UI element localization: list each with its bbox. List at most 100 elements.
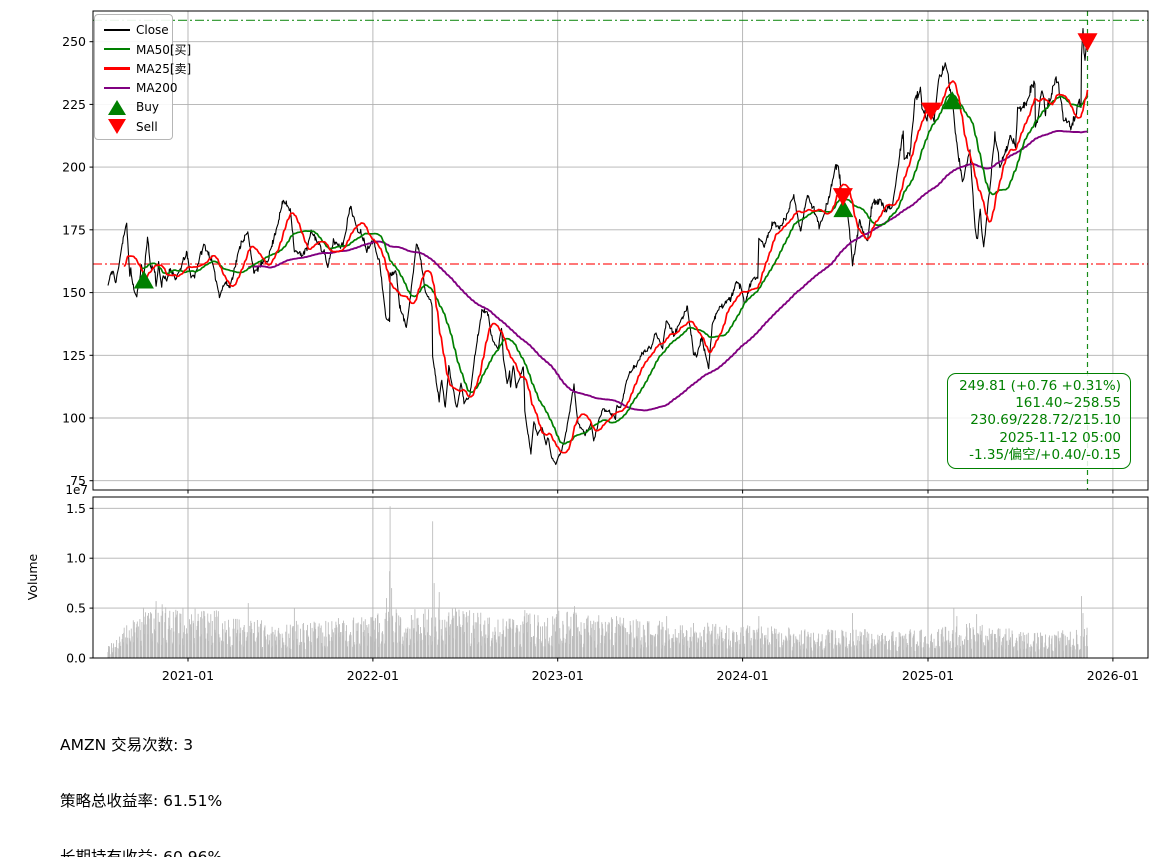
volume-bar	[655, 633, 656, 658]
volume-bar	[492, 631, 494, 658]
volume-bar	[271, 626, 273, 658]
volume-bar	[214, 629, 216, 658]
volume-offset-label: 1e7	[65, 483, 88, 497]
volume-bar	[229, 636, 231, 658]
volume-bar	[1056, 636, 1058, 658]
volume-bar	[966, 624, 967, 658]
volume-bar	[647, 622, 649, 658]
volume-bar	[488, 617, 490, 658]
volume-bar	[714, 626, 716, 658]
volume-bar	[1084, 629, 1085, 658]
volume-bar	[481, 645, 483, 658]
volume-bar	[749, 649, 751, 658]
volume-bar	[524, 610, 526, 658]
volume-bar	[244, 631, 246, 658]
volume-bar	[354, 644, 356, 658]
volume-bar	[800, 649, 802, 658]
axes-frames	[92, 10, 1149, 659]
volume-bar	[119, 641, 121, 658]
volume-bar	[955, 626, 957, 658]
volume-bar	[464, 632, 465, 658]
volume-bar	[264, 625, 266, 658]
volume-bar	[846, 646, 848, 658]
volume-bar	[343, 623, 345, 658]
volume-bar	[495, 631, 496, 658]
volume-bar	[306, 639, 308, 658]
volume-bar	[1084, 646, 1086, 658]
legend-label: MA200	[136, 80, 178, 95]
volume-bar	[746, 627, 748, 658]
volume-bar	[456, 627, 458, 658]
volume-bar	[789, 634, 791, 658]
volume-bar	[779, 647, 781, 658]
volume-bar	[800, 630, 802, 658]
volume-bar	[1086, 635, 1087, 658]
volume-bar	[325, 636, 327, 658]
volume-bar	[352, 620, 354, 658]
volume-bar	[589, 635, 591, 658]
volume-bar	[448, 635, 450, 658]
volume-bar	[714, 644, 716, 658]
volume-bar	[828, 634, 830, 658]
volume-bar	[838, 638, 840, 658]
volume-bar	[230, 646, 231, 658]
volume-bar	[698, 638, 699, 658]
volume-bar	[832, 630, 834, 658]
volume-bar	[296, 638, 298, 658]
volume-bar	[690, 627, 692, 658]
volume-bar	[882, 639, 884, 658]
volume-bar	[788, 628, 790, 658]
y-tick-label: 125	[62, 348, 86, 363]
volume-bar	[416, 618, 418, 658]
volume-bar	[434, 637, 436, 658]
volume-bar	[275, 640, 277, 658]
volume-bar	[981, 624, 983, 658]
volume-axis-label: Volume	[25, 553, 40, 600]
volume-bar	[821, 634, 823, 658]
close-line-swatch-icon	[103, 28, 130, 31]
volume-bar	[335, 624, 337, 658]
volume-bar	[757, 632, 759, 658]
volume-bar	[737, 641, 738, 658]
volume-bar	[625, 632, 627, 658]
volume-bar	[173, 631, 175, 658]
volume-bar	[179, 613, 181, 658]
volume-bar	[597, 621, 599, 658]
volume-bar	[651, 635, 653, 658]
volume-bar	[594, 622, 596, 658]
volume-bar	[193, 638, 195, 658]
volume-bar	[930, 635, 932, 658]
volume-bar	[685, 630, 687, 658]
volume-bar	[637, 627, 639, 658]
volume-bar	[717, 638, 719, 658]
volume-bar	[915, 644, 917, 658]
volume-bar	[387, 621, 389, 658]
y-tick-label: 150	[62, 285, 86, 300]
volume-bar	[861, 632, 863, 658]
volume-bar	[175, 609, 177, 658]
volume-bar	[795, 636, 797, 658]
volume-bar	[178, 644, 180, 658]
y-tick-label: 75	[70, 473, 86, 488]
info-line: -1.35/偏空/+0.40/-0.15	[969, 446, 1121, 463]
vol-y-tick-label: 1.5	[66, 501, 86, 516]
volume-bar	[785, 636, 787, 658]
volume-bar	[1078, 649, 1080, 658]
volume-bar	[892, 631, 894, 658]
volume-bar	[730, 640, 731, 658]
volume-bar	[538, 639, 540, 658]
volume-bar	[985, 635, 987, 658]
volume-bar	[771, 631, 773, 658]
volume-bar	[728, 628, 730, 658]
volume-bar	[974, 641, 976, 658]
volume-bar	[215, 617, 217, 658]
volume-bar	[1044, 647, 1045, 658]
volume-bar	[221, 623, 223, 658]
volume-bar	[736, 634, 738, 658]
price-plot-frame	[92, 10, 1149, 491]
volume-bar	[125, 637, 127, 658]
volume-bar	[900, 636, 902, 658]
volume-bar	[1005, 628, 1007, 658]
volume-bar	[686, 631, 688, 658]
volume-bar	[970, 628, 971, 658]
